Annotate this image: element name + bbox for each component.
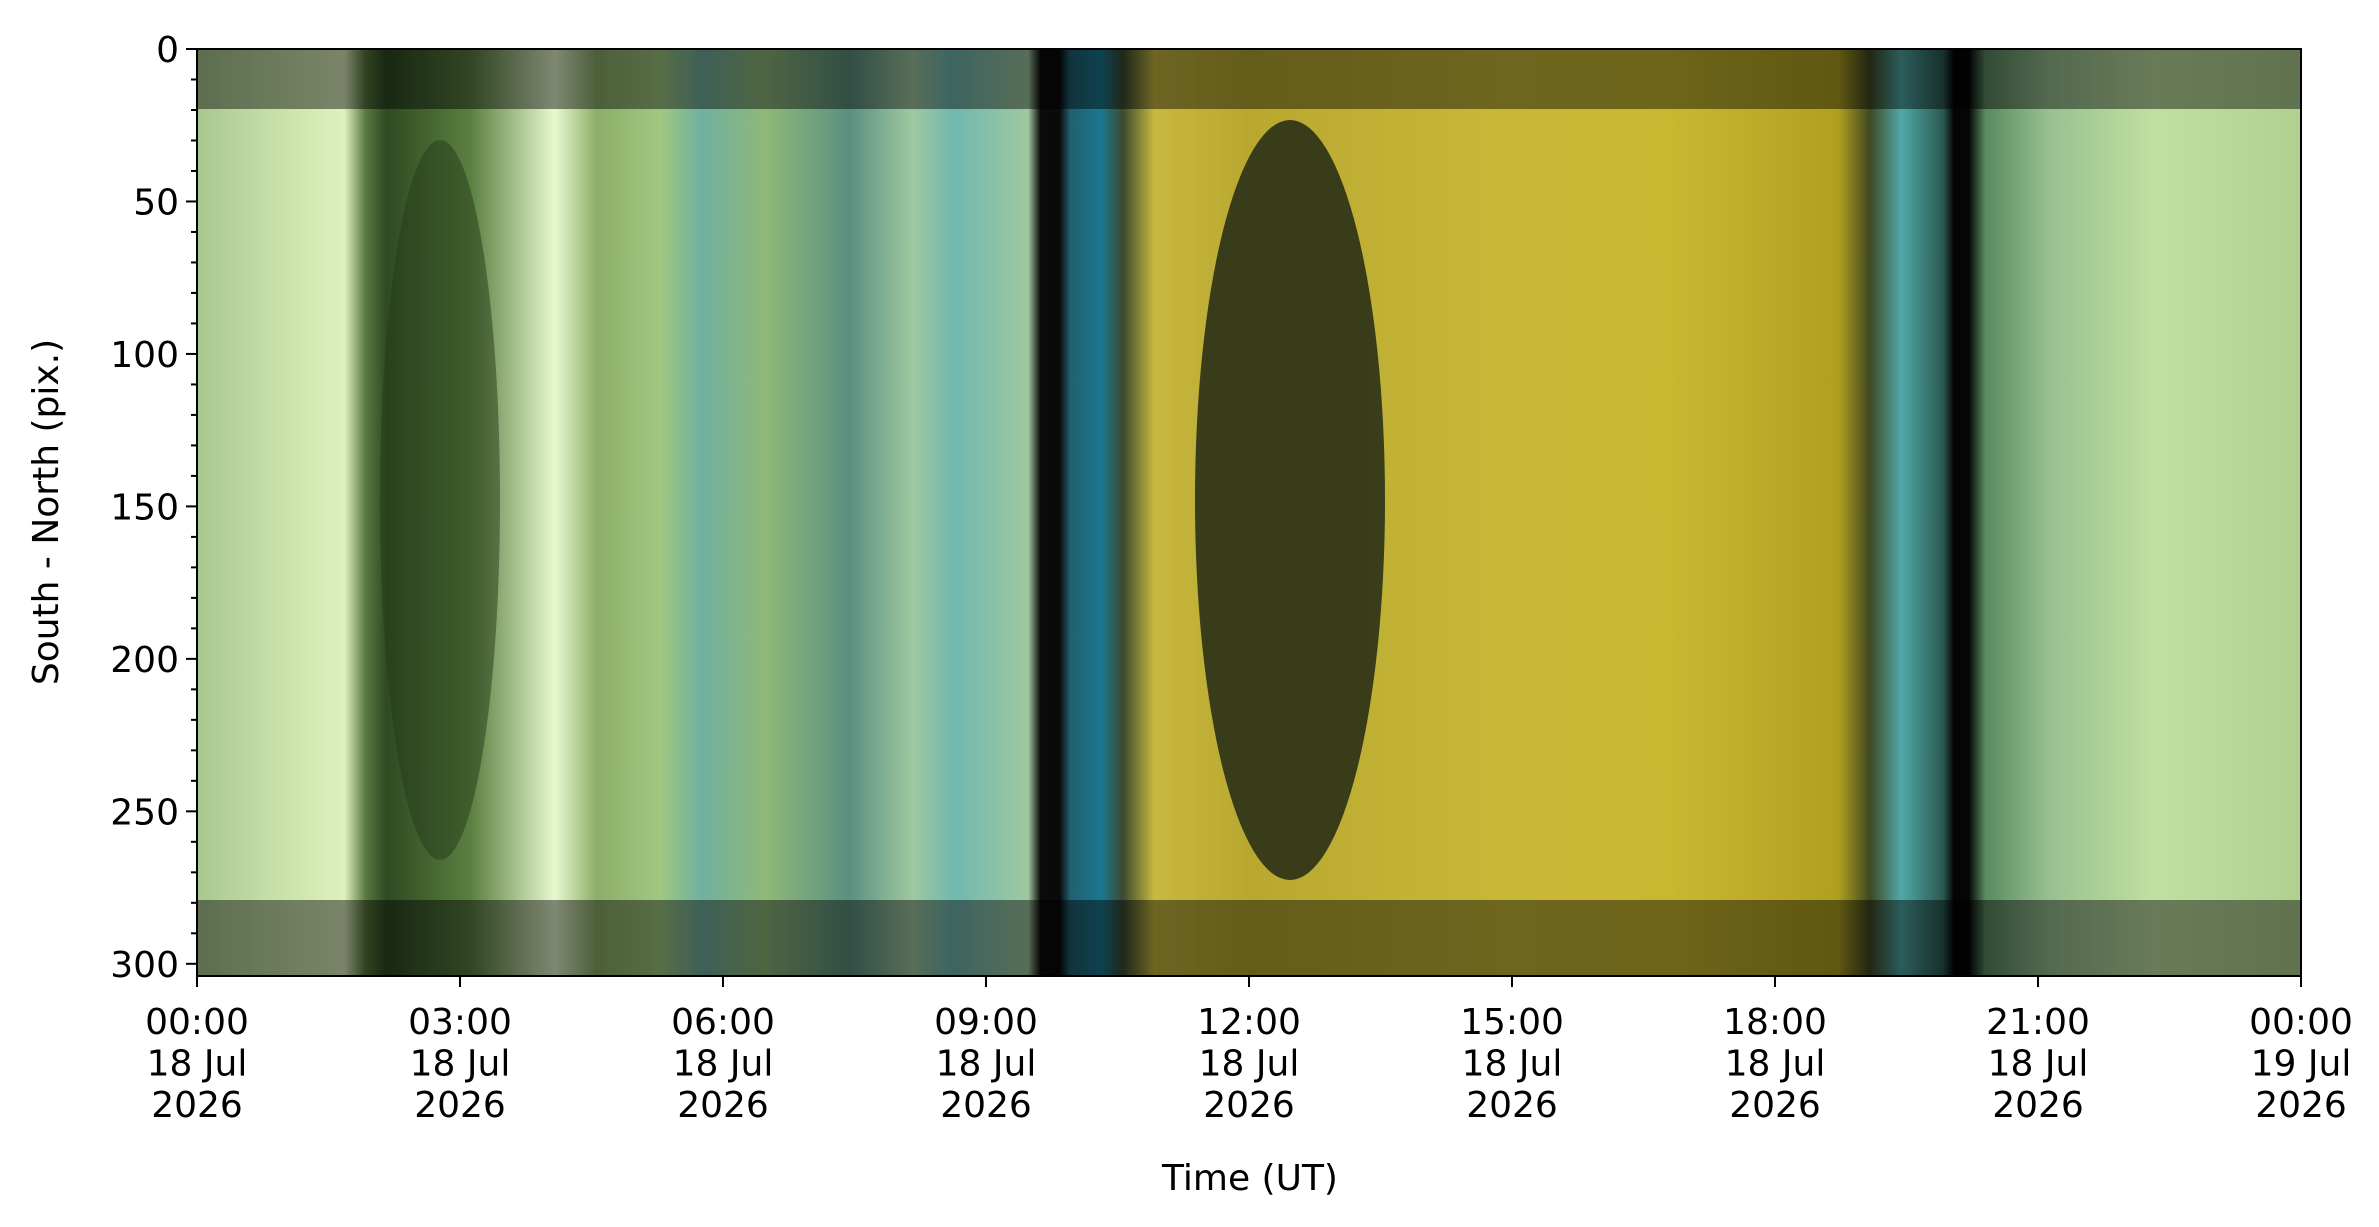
y-tick-label: 200 [110,640,179,681]
x-tick-label: 12:00 18 Jul 2026 [1197,1002,1301,1126]
x-tick-label: 00:00 19 Jul 2026 [2249,1002,2353,1126]
y-tick-label: 50 [133,182,179,223]
keogram-image [197,49,2301,976]
top-band [197,49,2301,109]
dark-region [1195,120,1385,880]
y-tick-label: 300 [110,945,179,986]
bottom-band [197,900,2301,976]
x-axis-label: Time (UT) [1161,1158,1338,1199]
x-tick-label: 06:00 18 Jul 2026 [671,1002,775,1126]
x-tick-label: 21:00 18 Jul 2026 [1986,1002,2090,1126]
y-tick-label: 100 [110,335,179,376]
x-tick-label: 15:00 18 Jul 2026 [1460,1002,1564,1126]
y-tick-label: 150 [110,487,179,528]
dark-region [380,140,500,860]
x-tick-label: 00:00 18 Jul 2026 [145,1002,249,1126]
x-tick-label: 18:00 18 Jul 2026 [1723,1002,1827,1126]
y-tick-label: 0 [156,30,179,71]
x-tick-label: 09:00 18 Jul 2026 [934,1002,1038,1126]
y-tick-label: 250 [110,792,179,833]
y-axis-label: South - North (pix.) [26,339,67,685]
x-tick-label: 03:00 18 Jul 2026 [408,1002,512,1126]
